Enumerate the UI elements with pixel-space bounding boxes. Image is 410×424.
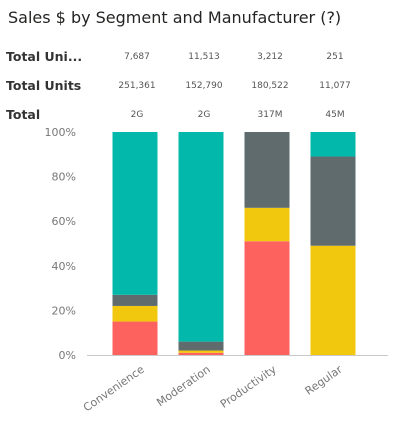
bar-convenience-segment-1[interactable]	[112, 305, 158, 322]
y-tick-label-100pct: 100%	[45, 126, 76, 139]
bar-moderation-segment-3[interactable]	[178, 132, 224, 342]
cell-r2-productivity: 317M	[257, 110, 283, 120]
cell-r2-convenience: 2G	[130, 110, 144, 120]
bar-regular-segment-3[interactable]	[310, 132, 356, 157]
cell-r1-regular: 11,077	[319, 81, 351, 91]
cell-r1-productivity: 180,522	[251, 81, 289, 91]
row-label-total-units-short: Total Uni...	[6, 49, 83, 64]
bar-convenience-segment-0[interactable]	[112, 321, 158, 355]
bar-moderation-segment-2[interactable]	[178, 341, 224, 351]
cell-r0-convenience: 7,687	[124, 52, 150, 62]
cell-r2-regular: 45M	[325, 110, 345, 120]
y-tick-label-40pct: 40%	[52, 260, 76, 273]
y-tick-label-0pct: 0%	[59, 349, 76, 362]
bar-productivity-segment-2[interactable]	[244, 132, 290, 208]
x-tick-label-regular: Regular	[303, 363, 345, 398]
row-label-total-units: Total Units	[6, 78, 82, 93]
x-tick-label-productivity: Productivity	[218, 363, 279, 411]
y-tick-label-80pct: 80%	[52, 171, 76, 184]
bar-moderation-segment-1[interactable]	[178, 350, 224, 353]
row-label-total: Total	[6, 107, 41, 122]
bar-convenience-segment-3[interactable]	[112, 132, 158, 295]
y-tick-label-60pct: 60%	[52, 215, 76, 228]
cell-r0-productivity: 3,212	[257, 52, 283, 62]
x-tick-label-convenience: Convenience	[81, 363, 147, 415]
cell-r1-convenience: 251,361	[118, 81, 156, 91]
cell-r0-moderation: 11,513	[188, 52, 220, 62]
cell-r1-moderation: 152,790	[185, 81, 223, 91]
x-tick-label-moderation: Moderation	[154, 363, 213, 409]
cell-r0-regular: 251	[326, 52, 344, 62]
y-tick-label-20pct: 20%	[52, 304, 76, 317]
bar-productivity-segment-1[interactable]	[244, 207, 290, 242]
cell-r2-moderation: 2G	[197, 110, 211, 120]
chart-title: Sales $ by Segment and Manufacturer (?)	[8, 8, 342, 27]
bar-moderation-segment-0[interactable]	[178, 352, 224, 355]
bar-regular-segment-2[interactable]	[310, 156, 356, 246]
bar-productivity-segment-0[interactable]	[244, 241, 290, 355]
bar-convenience-segment-2[interactable]	[112, 294, 158, 306]
bar-regular-segment-1[interactable]	[310, 245, 356, 355]
